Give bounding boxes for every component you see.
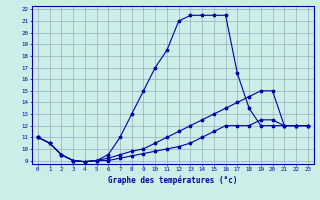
X-axis label: Graphe des températures (°c): Graphe des températures (°c) bbox=[108, 175, 237, 185]
